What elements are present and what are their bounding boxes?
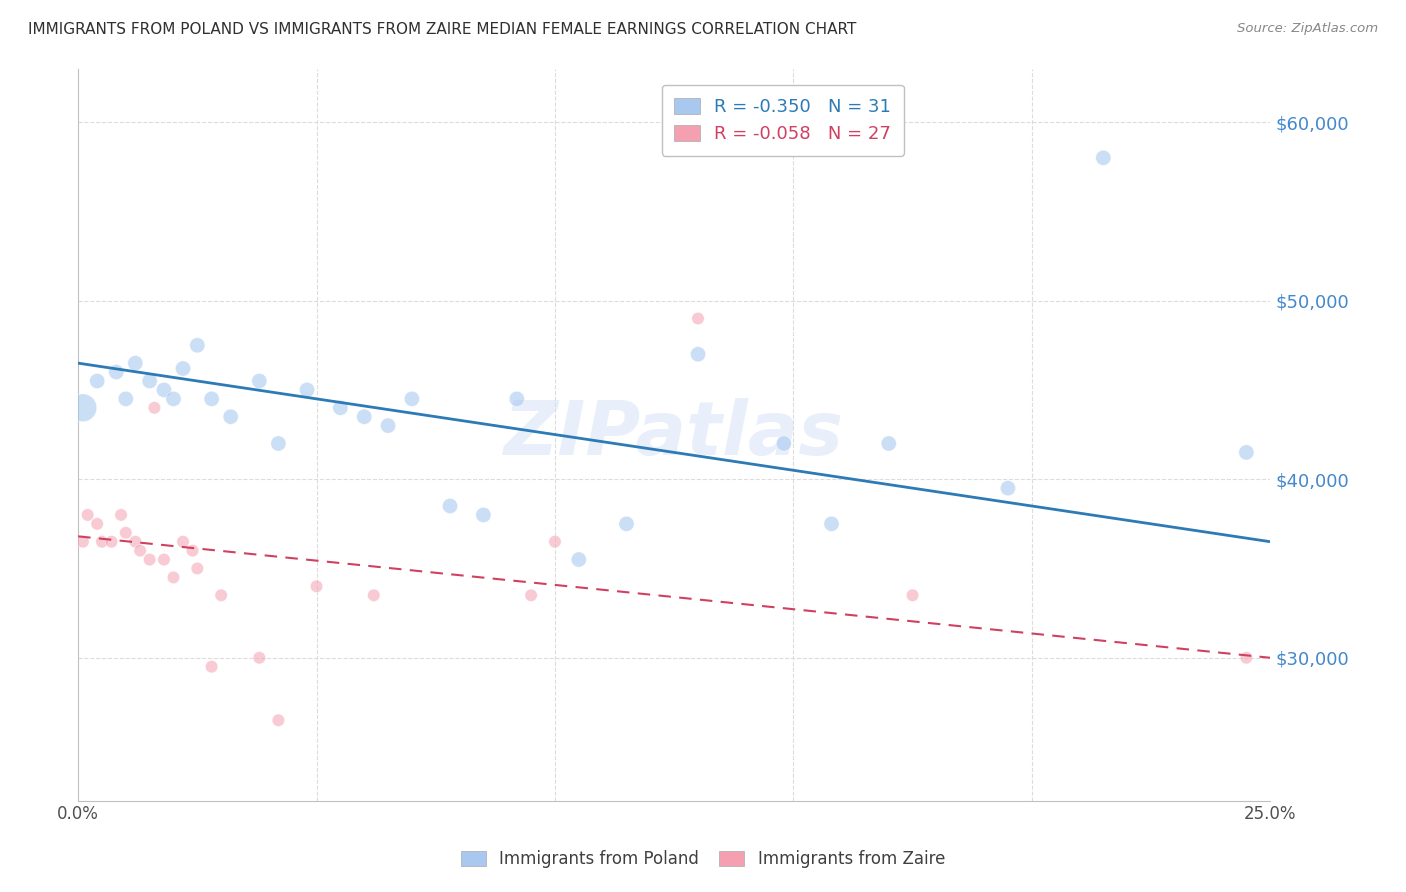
Point [129,543,152,558]
Point [247,650,270,665]
Point [124,534,146,549]
Text: IMMIGRANTS FROM POLAND VS IMMIGRANTS FROM ZAIRE MEDIAN FEMALE EARNINGS CORRELATI: IMMIGRANTS FROM POLAND VS IMMIGRANTS FRO… [28,22,856,37]
Point [76,508,98,522]
Legend: R = -0.350   N = 31, R = -0.058   N = 27: R = -0.350 N = 31, R = -0.058 N = 27 [662,85,904,156]
Point [997,481,1019,495]
Point [153,552,176,566]
Point [181,543,204,558]
Point [568,552,591,566]
Point [820,516,842,531]
Point [439,499,461,513]
Point [353,409,375,424]
Legend: Immigrants from Poland, Immigrants from Zaire: Immigrants from Poland, Immigrants from … [454,844,952,875]
Point [1234,650,1257,665]
Point [114,525,136,540]
Point [162,392,184,406]
Point [901,588,924,602]
Point [86,516,108,531]
Point [305,579,328,593]
Point [201,392,224,406]
Point [138,552,160,566]
Point [186,338,208,352]
Point [267,713,290,727]
Point [686,311,709,326]
Text: Source: ZipAtlas.com: Source: ZipAtlas.com [1237,22,1378,36]
Point [100,534,122,549]
Point [219,409,242,424]
Point [544,534,567,549]
Point [72,401,94,415]
Point [110,508,132,522]
Point [267,436,290,450]
Point [520,588,543,602]
Point [172,534,194,549]
Point [506,392,529,406]
Point [209,588,232,602]
Point [162,570,184,584]
Point [105,365,128,379]
Point [138,374,160,388]
Point [877,436,900,450]
Point [91,534,114,549]
Point [472,508,495,522]
Point [363,588,385,602]
Point [295,383,318,397]
Point [616,516,638,531]
Point [377,418,399,433]
Text: ZIPatlas: ZIPatlas [505,398,844,471]
Point [86,374,108,388]
Point [186,561,208,575]
Point [329,401,352,415]
Point [143,401,166,415]
Point [772,436,794,450]
Point [686,347,709,361]
Point [1092,151,1115,165]
Point [172,361,194,376]
Point [201,659,224,673]
Point [1234,445,1257,459]
Point [247,374,270,388]
Point [114,392,136,406]
Point [153,383,176,397]
Point [124,356,146,370]
Point [72,534,94,549]
Point [401,392,423,406]
